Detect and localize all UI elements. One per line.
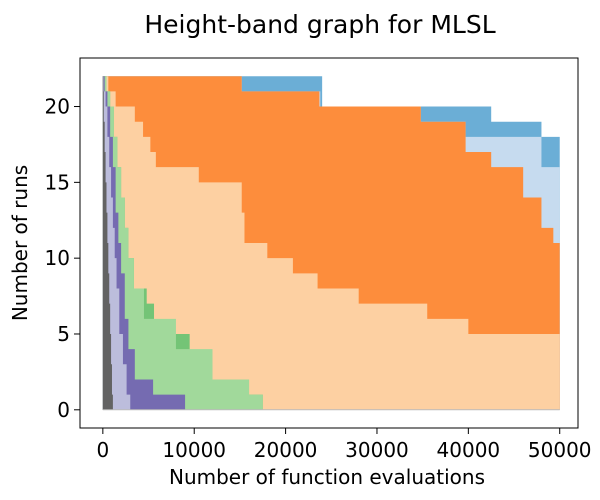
band-3 [102, 76, 560, 410]
x-tick-label: 0 [96, 438, 109, 462]
y-tick-label: 5 [57, 322, 70, 346]
y-tick-label: 15 [45, 170, 70, 194]
y-tick-label: 10 [45, 246, 70, 270]
bands-layer [102, 76, 560, 411]
x-axis-label: Number of function evaluations [169, 465, 485, 489]
chart-title: Height-band graph for MLSL [144, 10, 495, 39]
x-tick-label: 50000 [528, 438, 592, 462]
x-tick-label: 20000 [254, 438, 318, 462]
x-tick-label: 10000 [162, 438, 226, 462]
band-5 [102, 76, 560, 410]
y-axis-label: Number of runs [8, 165, 32, 321]
y-tick-label: 0 [57, 398, 70, 422]
x-axis: 0 10000 20000 30000 40000 50000 [96, 428, 592, 462]
plot-frame [79, 57, 579, 429]
y-tick-label: 20 [45, 95, 70, 119]
x-tick-label: 30000 [345, 438, 409, 462]
x-tick-label: 40000 [437, 438, 501, 462]
y-axis: 0 5 10 15 20 [45, 95, 80, 422]
